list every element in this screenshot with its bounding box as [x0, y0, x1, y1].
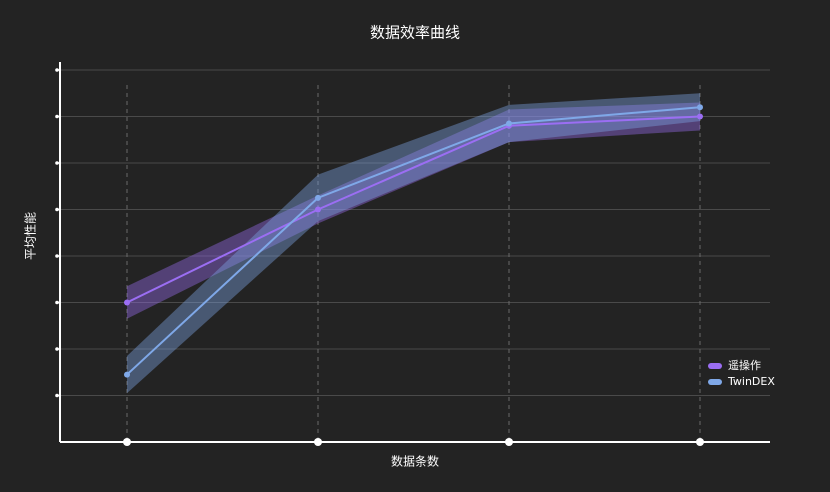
point [506, 120, 512, 127]
error-band [127, 93, 700, 394]
y-tick-dot [55, 254, 59, 258]
legend-swatch [708, 363, 722, 369]
x-tick [505, 438, 513, 446]
chart-title: 数据效率曲线 [370, 24, 460, 42]
line [126, 115, 701, 304]
x-tick [123, 438, 131, 446]
y-tick-dot [55, 393, 59, 398]
point [697, 104, 703, 111]
y-tick-dot [55, 347, 59, 351]
y-tick-dot [55, 68, 59, 72]
legend-label: 遥操作 [728, 358, 761, 372]
legend-label: TwinDEX [727, 375, 775, 388]
error-band [127, 102, 700, 319]
point [697, 113, 703, 120]
x-tick [696, 438, 704, 446]
point [315, 194, 321, 201]
y-tick-dot [55, 161, 59, 165]
y-tick-dot [55, 300, 59, 305]
point [124, 299, 130, 306]
y-tick-dot [55, 114, 59, 119]
point [124, 371, 130, 378]
point [315, 206, 321, 213]
line [126, 106, 701, 376]
legend-swatch [708, 379, 722, 385]
x-tick [314, 438, 322, 446]
x-axis-label: 数据条数 [391, 454, 439, 469]
y-tick-dot [55, 207, 59, 212]
y-axis-label: 平均性能 [24, 212, 38, 260]
